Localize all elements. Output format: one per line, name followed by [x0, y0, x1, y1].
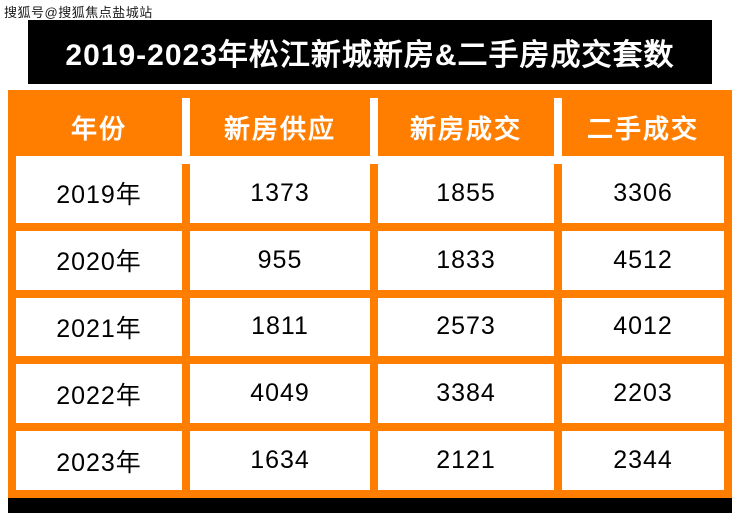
page-title: 2019-2023年松江新城新房&二手房成交套数 — [65, 39, 675, 72]
table-cell: 1833 — [378, 230, 554, 290]
table-cell: 3306 — [562, 164, 724, 223]
column-header-new-deals: 新房成交 — [378, 98, 554, 156]
table-cell: 955 — [190, 230, 370, 290]
watermark-text: 搜狐号@搜狐焦点盐城站 — [4, 5, 153, 20]
title-bar: 2019-2023年松江新城新房&二手房成交套数 — [28, 20, 712, 84]
table-cell: 1373 — [190, 164, 370, 223]
year-cell: 2022年 — [16, 364, 182, 424]
year-cell: 2023年 — [16, 431, 182, 490]
bottom-bar — [8, 498, 732, 513]
data-table: 年份 新房供应 新房成交 二手成交 2019年 1373 1855 3306 2… — [8, 90, 732, 498]
year-cell: 2019年 — [16, 164, 182, 223]
year-cell: 2020年 — [16, 230, 182, 290]
table-body: 2019年 1373 1855 3306 2020年 955 1833 4512… — [16, 164, 724, 490]
table-cell: 1811 — [190, 297, 370, 357]
table-cell: 4012 — [562, 297, 724, 357]
column-header-new-supply: 新房供应 — [190, 98, 370, 156]
table-cell: 1855 — [378, 164, 554, 223]
table-cell: 2203 — [562, 364, 724, 424]
header-divider — [16, 156, 724, 164]
column-header-secondhand-deals: 二手成交 — [562, 98, 724, 156]
table-cell: 2344 — [562, 431, 724, 490]
table-cell: 3384 — [378, 364, 554, 424]
table-header-row: 年份 新房供应 新房成交 二手成交 — [16, 98, 724, 156]
table-cell: 4049 — [190, 364, 370, 424]
table-cell: 4512 — [562, 230, 724, 290]
year-cell: 2021年 — [16, 297, 182, 357]
table-cell: 1634 — [190, 431, 370, 490]
column-header-year: 年份 — [16, 98, 182, 156]
table-cell: 2121 — [378, 431, 554, 490]
table-cell: 2573 — [378, 297, 554, 357]
